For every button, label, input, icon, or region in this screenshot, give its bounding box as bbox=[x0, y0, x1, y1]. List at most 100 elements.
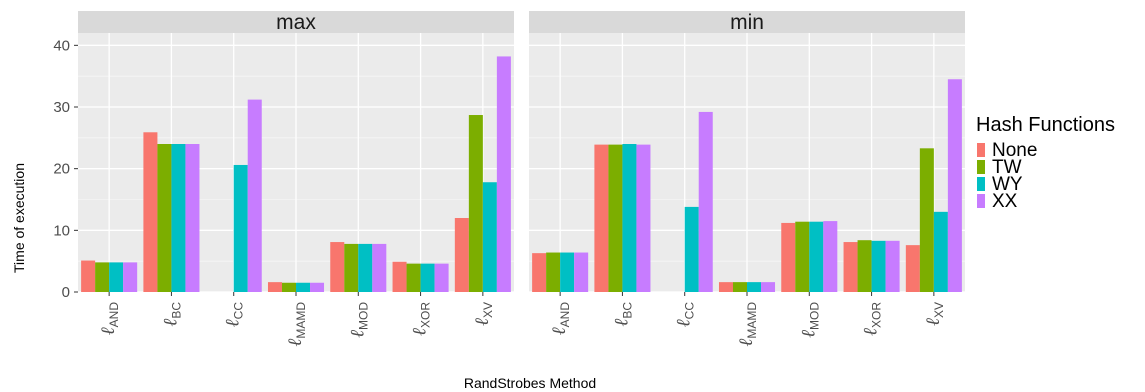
x-tick-label: ℓMAMD bbox=[735, 302, 759, 347]
bar-tw bbox=[919, 148, 934, 292]
bar-wy bbox=[296, 282, 311, 292]
x-tick-label-main: ℓ bbox=[548, 327, 570, 335]
y-axis-title: Time of execution bbox=[11, 163, 27, 273]
y-tick-label: 30 bbox=[53, 99, 70, 116]
x-tick-label-sub: XOR bbox=[870, 302, 884, 328]
bar-xx bbox=[496, 56, 511, 292]
legend-label-none: None bbox=[992, 140, 1037, 161]
bar-tw bbox=[468, 115, 483, 293]
bar-none bbox=[843, 242, 858, 292]
bar-tw bbox=[608, 144, 623, 292]
bar-wy bbox=[684, 206, 699, 292]
x-tick-label-sub: MOD bbox=[356, 302, 370, 330]
y-tick-label: 40 bbox=[53, 37, 70, 54]
bar-none bbox=[143, 132, 158, 292]
bar-xx bbox=[636, 144, 651, 292]
bar-none bbox=[267, 282, 282, 292]
x-tick-label: ℓMOD bbox=[346, 302, 370, 338]
x-tick-label: ℓAND bbox=[548, 302, 572, 336]
x-tick-label: ℓMOD bbox=[797, 302, 821, 338]
bar-xx bbox=[947, 79, 962, 292]
bar-none bbox=[781, 222, 796, 292]
x-tick-label-main: ℓ bbox=[797, 330, 819, 338]
bar-none bbox=[905, 245, 920, 292]
x-tick-label-main: ℓ bbox=[735, 339, 757, 347]
bar-tw bbox=[732, 282, 747, 292]
x-tick-label-main: ℓ bbox=[471, 318, 493, 326]
bar-wy bbox=[358, 243, 373, 292]
bar-tw bbox=[344, 243, 359, 292]
y-axis: 0 10 20 30 40 bbox=[53, 37, 78, 301]
legend-swatch-xx bbox=[977, 194, 985, 208]
x-tick-label-sub: BC bbox=[620, 302, 634, 319]
legend-title: Hash Functions bbox=[976, 114, 1115, 136]
bar-none bbox=[392, 261, 407, 292]
bar-xx bbox=[247, 99, 262, 292]
bar-none bbox=[594, 144, 609, 292]
legend-label-tw: TW bbox=[992, 157, 1022, 178]
x-tick-label: ℓBC bbox=[159, 302, 183, 327]
x-tick-label-main: ℓ bbox=[346, 330, 368, 338]
x-tick-label-sub: AND bbox=[107, 302, 121, 328]
bar-tw bbox=[281, 282, 296, 292]
legend-swatch-wy bbox=[977, 177, 985, 191]
x-tick-label: ℓCC bbox=[222, 302, 246, 328]
bar-tw bbox=[546, 252, 561, 292]
bar-none bbox=[718, 282, 733, 292]
legend-swatch-tw bbox=[977, 160, 985, 174]
x-axis-title: RandStrobes Method bbox=[464, 375, 596, 391]
y-tick-label: 20 bbox=[53, 161, 70, 178]
bar-wy bbox=[871, 240, 886, 292]
x-tick-label: ℓCC bbox=[673, 302, 697, 328]
bar-tw bbox=[406, 263, 421, 292]
bar-xx bbox=[310, 282, 325, 292]
x-tick-label-main: ℓ bbox=[673, 319, 695, 327]
bar-wy bbox=[420, 263, 435, 292]
x-tick-label-main: ℓ bbox=[610, 319, 632, 327]
panel-strip bbox=[529, 11, 965, 33]
x-tick-label-sub: MAMD bbox=[294, 302, 308, 339]
x-tick-label: ℓBC bbox=[610, 302, 634, 327]
x-tick-label: ℓXV bbox=[471, 302, 495, 326]
bar-xx bbox=[574, 252, 589, 292]
bar-none bbox=[330, 242, 345, 292]
bar-wy bbox=[171, 144, 186, 292]
bar-wy bbox=[622, 144, 637, 292]
x-tick-label-sub: MOD bbox=[807, 302, 821, 330]
bar-wy bbox=[933, 211, 948, 292]
bar-none bbox=[532, 253, 547, 292]
x-tick-label: ℓXV bbox=[922, 302, 946, 326]
y-tick-label: 10 bbox=[53, 222, 70, 239]
bar-none bbox=[81, 260, 96, 292]
x-tick-label-main: ℓ bbox=[284, 339, 306, 347]
bar-tw bbox=[95, 262, 110, 292]
bar-xx bbox=[123, 262, 138, 292]
x-tick-label-main: ℓ bbox=[159, 319, 181, 327]
bar-wy bbox=[747, 282, 762, 292]
bar-wy bbox=[233, 164, 248, 292]
bar-tw bbox=[795, 221, 810, 292]
x-tick-label-sub: MAMD bbox=[745, 302, 759, 339]
x-tick-label: ℓXOR bbox=[860, 302, 884, 336]
x-tick-label-main: ℓ bbox=[409, 328, 431, 336]
legend-label-wy: WY bbox=[992, 174, 1023, 195]
bar-wy bbox=[482, 182, 497, 292]
bar-wy bbox=[109, 262, 124, 292]
bar-xx bbox=[698, 111, 713, 292]
x-tick-label-sub: CC bbox=[232, 302, 246, 320]
x-tick-label-main: ℓ bbox=[860, 328, 882, 336]
y-tick-label: 0 bbox=[62, 284, 70, 301]
x-tick-label-sub: BC bbox=[169, 302, 183, 319]
bar-xx bbox=[885, 240, 900, 292]
panel-title: max bbox=[276, 11, 316, 34]
bar-none bbox=[454, 218, 469, 292]
bar-xx bbox=[372, 243, 387, 292]
x-tick-label-main: ℓ bbox=[922, 318, 944, 326]
bar-xx bbox=[434, 263, 449, 292]
bar-tw bbox=[157, 144, 172, 292]
bar-xx bbox=[761, 282, 776, 292]
